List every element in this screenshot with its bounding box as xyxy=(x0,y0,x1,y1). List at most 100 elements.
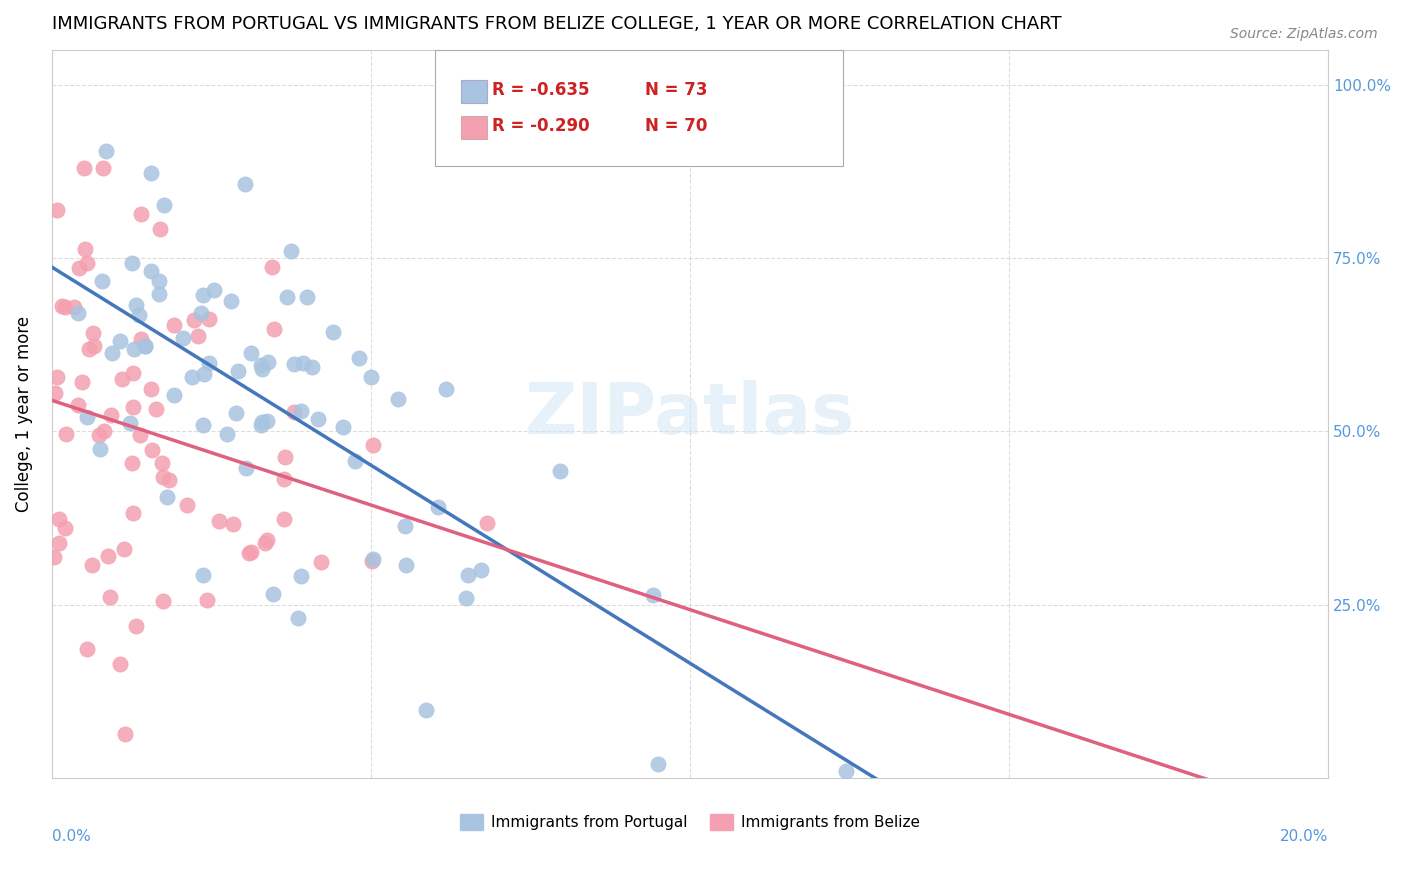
Point xyxy=(66,398,89,412)
Point xyxy=(76,256,98,270)
Point xyxy=(283,357,305,371)
Point xyxy=(434,382,457,396)
Point xyxy=(150,456,173,470)
Point xyxy=(250,418,273,433)
Point xyxy=(152,594,174,608)
Point xyxy=(122,507,145,521)
Point xyxy=(70,375,93,389)
Point xyxy=(263,321,285,335)
Point xyxy=(307,412,329,426)
Point xyxy=(287,611,309,625)
Point xyxy=(457,567,479,582)
Point xyxy=(273,511,295,525)
Point xyxy=(361,554,384,568)
Point xyxy=(157,473,180,487)
Point xyxy=(89,442,111,457)
Text: N = 73: N = 73 xyxy=(645,81,707,99)
Point xyxy=(548,464,571,478)
Point xyxy=(834,764,856,779)
Point xyxy=(62,301,84,315)
Point xyxy=(100,409,122,423)
Point xyxy=(108,657,131,671)
Point xyxy=(360,370,382,384)
Point xyxy=(215,427,238,442)
Point xyxy=(240,346,263,360)
Point xyxy=(82,326,104,340)
Point xyxy=(76,642,98,657)
Point xyxy=(228,364,250,378)
Point xyxy=(83,339,105,353)
Point xyxy=(48,512,70,526)
Point xyxy=(208,514,231,528)
FancyBboxPatch shape xyxy=(461,116,486,139)
Point xyxy=(176,498,198,512)
Point xyxy=(129,207,152,221)
Point xyxy=(254,535,277,549)
Point xyxy=(111,372,134,386)
Point xyxy=(257,355,280,369)
Point xyxy=(45,369,67,384)
Point xyxy=(233,177,256,191)
Point xyxy=(361,438,384,452)
FancyBboxPatch shape xyxy=(461,79,486,103)
Point xyxy=(221,294,243,309)
Point xyxy=(163,388,186,402)
Point xyxy=(53,300,76,314)
Point xyxy=(128,308,150,322)
Point xyxy=(395,558,418,572)
Point xyxy=(67,306,90,320)
FancyBboxPatch shape xyxy=(434,50,844,167)
Text: R = -0.635: R = -0.635 xyxy=(492,81,589,99)
Point xyxy=(198,356,221,370)
Point xyxy=(149,221,172,235)
Text: N = 70: N = 70 xyxy=(645,118,707,136)
Point xyxy=(93,424,115,438)
Point xyxy=(152,470,174,484)
Point xyxy=(344,454,367,468)
Point xyxy=(97,549,120,564)
Point xyxy=(94,145,117,159)
Point xyxy=(252,415,274,429)
Point xyxy=(73,161,96,175)
Point xyxy=(415,703,437,717)
Point xyxy=(197,312,219,326)
Point xyxy=(292,356,315,370)
Text: 0.0%: 0.0% xyxy=(52,830,90,844)
Point xyxy=(280,244,302,258)
Point xyxy=(191,417,214,432)
Point xyxy=(222,516,245,531)
Point xyxy=(134,339,156,353)
Point xyxy=(141,443,163,458)
Point xyxy=(44,386,66,401)
Point xyxy=(44,549,66,564)
Point xyxy=(273,472,295,486)
Point xyxy=(122,400,145,414)
Point xyxy=(225,406,247,420)
Point xyxy=(120,417,142,431)
Point xyxy=(183,312,205,326)
Text: R = -0.290: R = -0.290 xyxy=(492,118,589,136)
Y-axis label: College, 1 year or more: College, 1 year or more xyxy=(15,316,32,512)
Point xyxy=(283,405,305,419)
Point xyxy=(89,428,111,442)
Point xyxy=(470,564,492,578)
Point xyxy=(256,533,278,547)
Point xyxy=(347,351,370,365)
Point xyxy=(125,298,148,312)
Point xyxy=(202,283,225,297)
Point xyxy=(148,275,170,289)
Point xyxy=(239,545,262,559)
Point xyxy=(322,325,344,339)
Point xyxy=(129,332,152,346)
Point xyxy=(193,288,215,302)
Point xyxy=(98,591,121,605)
Point xyxy=(112,542,135,557)
Point xyxy=(361,552,384,566)
Point xyxy=(139,264,162,278)
Point xyxy=(139,382,162,396)
Point xyxy=(55,427,77,442)
Point xyxy=(193,367,215,381)
Point xyxy=(641,588,664,602)
Point xyxy=(394,518,416,533)
Point xyxy=(274,450,297,464)
